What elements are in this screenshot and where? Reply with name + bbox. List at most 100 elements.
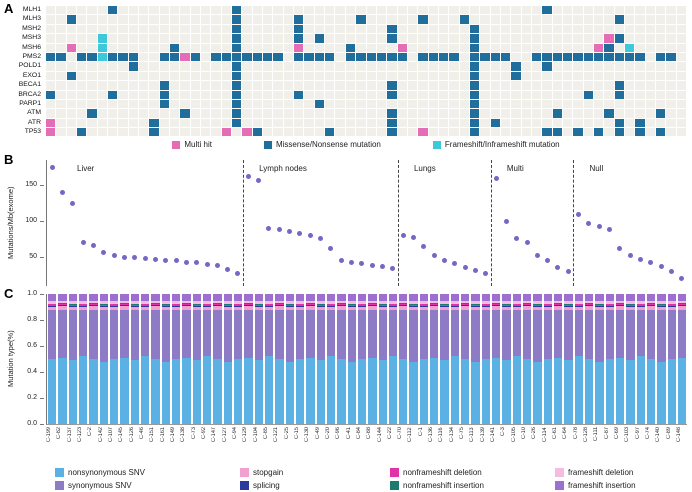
stacked-bar — [140, 294, 150, 424]
y-tick-mark — [40, 185, 44, 187]
oncoprint-cell-empty — [345, 6, 356, 15]
oncoprint-cell-empty — [139, 62, 149, 71]
bar-segment — [461, 359, 470, 424]
sample-label: C-128 — [583, 427, 590, 442]
oncoprint-cell-empty — [573, 118, 583, 128]
sample-label: C-123 — [76, 427, 83, 442]
oncoprint-cell-empty — [407, 71, 418, 81]
bar-segment — [419, 304, 429, 306]
bar-segment — [140, 309, 150, 357]
bar-segment — [275, 303, 284, 306]
sample-dot — [617, 246, 623, 252]
oncoprint-cell-empty — [263, 24, 273, 34]
bar-segment — [130, 300, 139, 305]
bar-segment — [306, 300, 315, 304]
stacked-bar — [574, 294, 584, 424]
bar-segment — [554, 305, 563, 306]
oncoprint-cell-mutation — [66, 71, 77, 81]
bar-segment — [430, 305, 439, 306]
stacked-bar — [657, 294, 666, 424]
gene-label: MLH3 — [22, 15, 41, 23]
oncoprint-cell-empty — [614, 99, 624, 109]
oncoprint-cell-empty — [376, 34, 387, 43]
bar-segment — [647, 303, 656, 306]
oncoprint-cell-empty — [66, 81, 77, 90]
oncoprint-cell-empty — [77, 90, 87, 99]
sample-label: C-46 — [138, 427, 145, 439]
oncoprint-cell-empty — [118, 109, 128, 118]
oncoprint-cell-mutation — [356, 52, 366, 62]
oncoprint-cell-empty — [221, 15, 232, 24]
oncoprint-cell-empty — [635, 90, 645, 99]
bar-segment — [140, 303, 150, 305]
oncoprint-cell-empty — [552, 118, 562, 128]
bar-segment — [616, 357, 625, 424]
oncoprint-cell-empty — [428, 43, 438, 52]
oncoprint-cell-empty — [139, 43, 149, 52]
bar-segment — [244, 303, 253, 306]
oncoprint-cell-empty — [325, 109, 335, 118]
bar-segment — [275, 294, 284, 301]
oncoprint-cell-empty — [56, 43, 66, 52]
oncoprint-cell-mutation — [314, 99, 325, 109]
bar-segment — [285, 305, 294, 306]
oncoprint-cell-mutation — [87, 52, 97, 62]
sample-dot — [607, 227, 613, 233]
stacked-bar — [347, 294, 356, 424]
oncoprint-cell-empty — [242, 118, 252, 128]
oncoprint-cell-empty — [500, 62, 511, 71]
legend-swatch — [240, 481, 249, 490]
stacked-bar — [481, 294, 491, 424]
oncoprint-cell-empty — [294, 99, 304, 109]
oncoprint-cell-empty — [583, 34, 593, 43]
oncoprint-cell-empty — [221, 24, 232, 34]
bar-segment — [233, 303, 243, 305]
bar-segment — [337, 305, 346, 310]
bar-segment — [223, 309, 232, 362]
bar-segment — [678, 305, 687, 306]
oncoprint-cell-empty — [531, 6, 542, 15]
bar-segment — [378, 294, 387, 301]
bar-segment — [254, 307, 263, 310]
oncoprint-cell-empty — [624, 24, 635, 34]
oncoprint-cell-empty — [366, 24, 376, 34]
oncoprint-cell-mutation — [655, 52, 666, 62]
bar-segment — [182, 305, 191, 310]
oncoprint-cell-empty — [480, 34, 490, 43]
bar-segment — [636, 305, 646, 308]
oncoprint-cell-mutation — [387, 118, 397, 128]
bar-segment — [120, 303, 129, 306]
oncoprint-cell-empty — [314, 109, 325, 118]
bar-segment — [244, 305, 253, 310]
oncoprint-cell-empty — [449, 43, 459, 52]
oncoprint-cell-mutation — [252, 52, 263, 62]
bar-segment — [667, 309, 677, 359]
bar-segment — [667, 300, 677, 304]
oncoprint-cell-empty — [211, 62, 221, 71]
oncoprint-cell-mutation — [397, 52, 407, 62]
bar-segment — [378, 305, 387, 306]
bar-segment — [554, 303, 563, 304]
oncoprint-cell-empty — [46, 24, 56, 34]
legend-swatch — [172, 140, 181, 149]
sample-label: C-126 — [128, 427, 135, 442]
legend-item: splicing — [240, 481, 390, 490]
bar-segment — [306, 305, 315, 310]
bar-segment — [326, 305, 336, 308]
oncoprint-cell-empty — [438, 118, 449, 128]
bar-segment — [285, 300, 294, 305]
oncoprint-cell-empty — [635, 43, 645, 52]
bar-segment — [295, 307, 305, 310]
oncoprint-cell-empty — [490, 15, 500, 24]
oncoprint-cell-empty — [624, 62, 635, 71]
bar-segment — [626, 304, 635, 306]
oncoprint-cell-empty — [232, 128, 242, 137]
bar-segment — [502, 304, 511, 306]
oncoprint-cell-empty — [304, 128, 314, 137]
oncoprint-cell-empty — [108, 24, 118, 34]
bar-segment — [564, 307, 573, 310]
oncoprint-cell-empty — [201, 62, 211, 71]
stacked-bar — [605, 294, 615, 424]
oncoprint-cell-mutation — [469, 81, 480, 90]
oncoprint-cell-empty — [562, 99, 573, 109]
